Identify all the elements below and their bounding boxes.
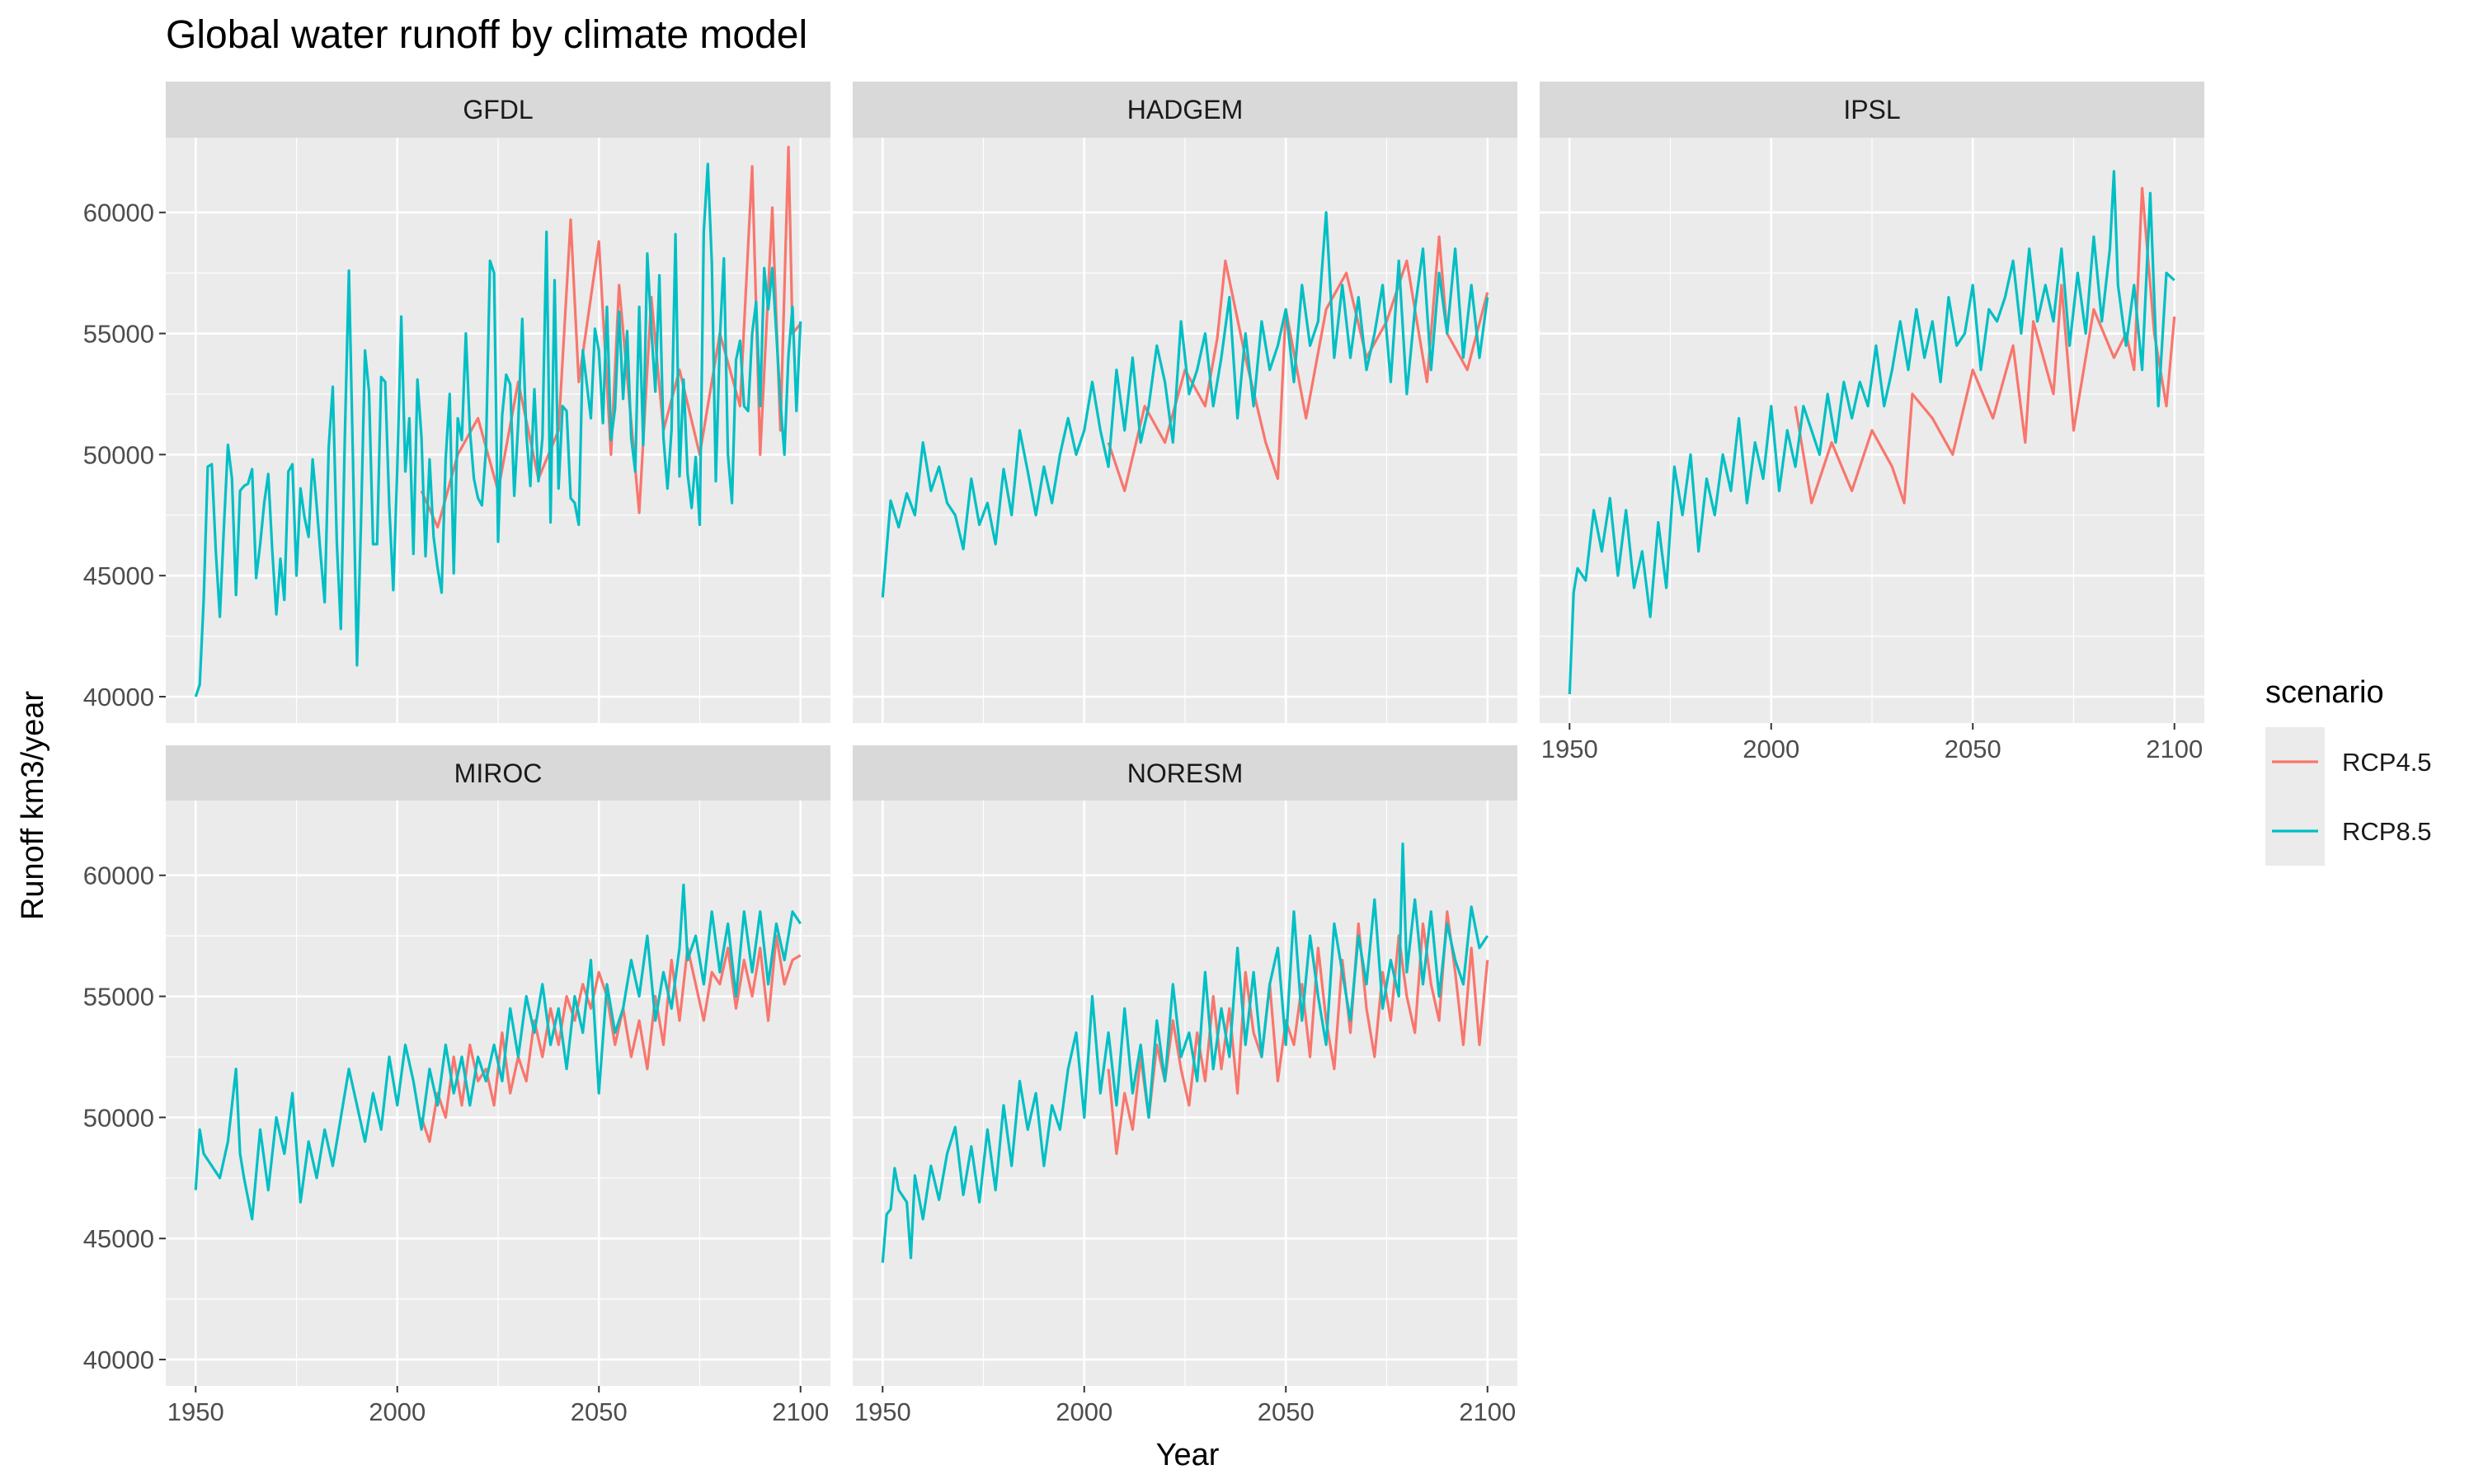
y-tick-label: 55000	[83, 320, 154, 349]
series-line-rcp85	[194, 883, 802, 1221]
x-tick-label: 1950	[854, 1397, 911, 1426]
x-tick-label: 2050	[571, 1397, 628, 1426]
facet-strip-label: HADGEM	[1127, 95, 1243, 124]
x-tick-label: 2100	[2146, 735, 2203, 763]
facet-strip-label: GFDL	[463, 95, 533, 124]
series-line-rcp85	[881, 842, 1489, 1263]
facet-strip	[853, 745, 1517, 801]
facet-strip	[1540, 82, 2204, 138]
series-line-rcp85	[1568, 170, 2175, 695]
legend: scenario RCP4.5 RCP8.5	[2265, 675, 2432, 866]
x-tick-label: 2050	[1258, 1397, 1315, 1426]
y-tick-label: 55000	[83, 983, 154, 1012]
facet-panel-hadgem: HADGEM	[853, 82, 1517, 723]
facet-panel-miroc: MIROC 40000 45000 50000 55000 60000 1950 2000 20…	[83, 745, 830, 1426]
series-line-rcp85	[194, 162, 802, 697]
facet-strip-label: NORESM	[1127, 758, 1243, 788]
x-tick-label: 2100	[1459, 1397, 1516, 1426]
y-tick-label: 60000	[83, 199, 154, 228]
y-tick-label: 40000	[83, 1345, 154, 1374]
facet-strip-label: IPSL	[1843, 95, 1900, 124]
series-line-rcp45	[420, 145, 802, 529]
chart-title: Global water runoff by climate model	[166, 13, 807, 57]
x-tick-label: 2100	[772, 1397, 829, 1426]
x-tick-label: 2050	[1945, 735, 2001, 763]
facet-panel-noresm: NORESM 1950 2000 2050 2100	[853, 745, 1517, 1426]
x-tick-label: 1950	[167, 1397, 224, 1426]
facet-panel-ipsl: IPSL 1950 2000 2050 2100	[1540, 82, 2204, 763]
y-axis-title: Runoff km3/year	[16, 691, 50, 920]
series-line-rcp85	[881, 211, 1489, 598]
legend-title: scenario	[2265, 675, 2384, 710]
x-axis-title: Year	[1156, 1438, 1220, 1472]
facet-strip	[166, 82, 830, 138]
legend-label: RCP8.5	[2342, 817, 2432, 846]
facet-strip	[853, 82, 1517, 138]
facet-grid: GFDL 40000 45000 50000 55000 60000 HADGEM IPSL 1…	[83, 82, 2204, 1426]
y-tick-label: 40000	[83, 683, 154, 711]
y-tick-label: 50000	[83, 1103, 154, 1132]
x-tick-label: 2000	[1743, 735, 1799, 763]
facet-strip	[166, 745, 830, 801]
y-tick-label: 50000	[83, 440, 154, 469]
series-line-rcp45	[420, 934, 802, 1144]
series-line-rcp45	[1107, 910, 1489, 1156]
x-tick-label: 2000	[369, 1397, 426, 1426]
facet-strip-label: MIROC	[454, 758, 543, 788]
series-line-rcp45	[1794, 186, 2176, 505]
facet-panel-gfdl: GFDL 40000 45000 50000 55000 60000	[83, 82, 830, 723]
x-tick-label: 1950	[1541, 735, 1598, 763]
x-tick-label: 2000	[1056, 1397, 1112, 1426]
y-tick-label: 60000	[83, 862, 154, 890]
y-tick-label: 45000	[83, 1224, 154, 1253]
legend-label: RCP4.5	[2342, 748, 2432, 777]
y-tick-label: 45000	[83, 561, 154, 590]
